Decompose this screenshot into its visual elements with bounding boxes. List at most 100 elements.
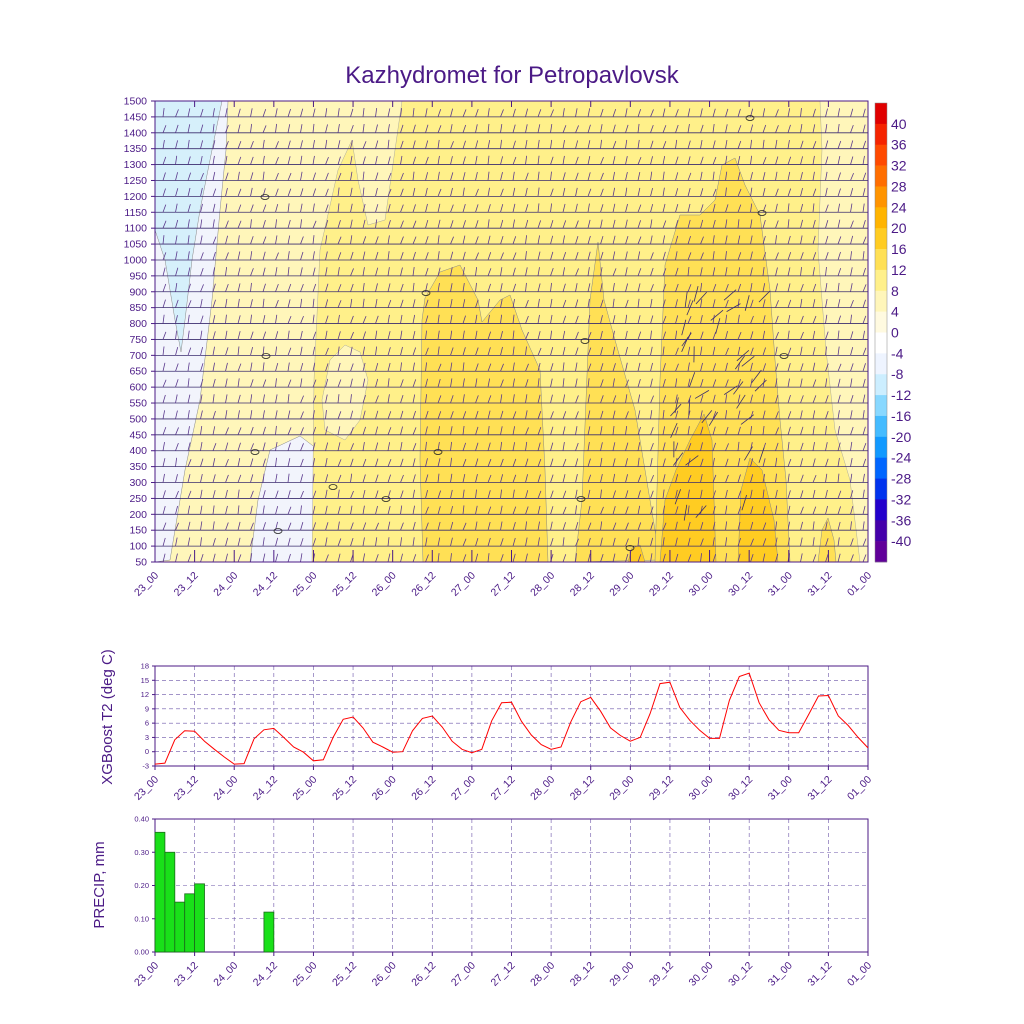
wind-barb — [175, 203, 178, 213]
wind-barb — [275, 123, 278, 133]
wind-barb — [850, 426, 854, 435]
wind-barb — [812, 140, 817, 149]
wind-barb — [375, 251, 379, 261]
wind-barb — [500, 283, 503, 292]
wind-barb — [450, 204, 454, 213]
wind-barb — [400, 553, 403, 562]
wind-barb — [462, 172, 466, 181]
wind-barb — [500, 109, 504, 118]
precip-x-tick-label: 24_00 — [211, 960, 240, 989]
wind-barb — [162, 188, 166, 197]
wind-barb — [312, 490, 317, 499]
wind-barb — [662, 299, 666, 308]
wind-barb — [787, 267, 791, 276]
wind-barb — [300, 474, 304, 483]
wind-barb — [837, 156, 841, 165]
wind-barb — [450, 395, 454, 404]
wind-barb — [812, 235, 816, 245]
wind-barb — [387, 139, 390, 149]
x-tick-label: 26_00 — [370, 570, 399, 599]
wind-barb — [825, 346, 827, 356]
colorbar-label: -24 — [891, 450, 911, 466]
wind-barb — [650, 426, 654, 435]
wind-barb — [375, 236, 379, 245]
wind-barb — [725, 521, 728, 531]
wind-barb — [412, 537, 415, 547]
x-tick-label: 25_12 — [330, 570, 359, 599]
wind-barb — [862, 521, 865, 531]
wind-barb — [812, 426, 815, 435]
t2-y-tick-label: 18 — [141, 662, 149, 671]
wind-barb — [537, 171, 540, 181]
wind-barb — [337, 474, 342, 483]
wind-barb — [425, 156, 429, 165]
wind-barb — [750, 489, 753, 499]
wind-barb — [800, 140, 804, 149]
wind-barb — [162, 108, 165, 117]
wind-barb — [475, 252, 479, 261]
wind-barb — [312, 314, 315, 324]
wind-barb — [712, 346, 716, 356]
wind-barb — [537, 298, 540, 308]
wind-barb — [612, 108, 617, 118]
wind-barb — [537, 458, 542, 467]
wind-barb — [450, 489, 453, 499]
wind-barb — [400, 220, 404, 229]
wind-barb — [675, 235, 679, 245]
wind-barb — [612, 537, 616, 547]
wind-barb — [750, 267, 753, 276]
wind-barb — [625, 362, 628, 372]
wind-barb — [612, 156, 616, 165]
wind-barb — [512, 140, 516, 149]
colorbar-swatch — [875, 103, 887, 125]
wind-barb — [675, 299, 678, 308]
wind-barb — [687, 172, 692, 181]
wind-barb — [237, 283, 241, 292]
precip-x-tick-label: 30_00 — [687, 960, 716, 989]
wind-barb — [175, 188, 179, 197]
wind-barb — [200, 426, 203, 435]
wind-barb — [287, 522, 292, 531]
wind-barb — [650, 298, 653, 308]
wind-barb — [587, 378, 590, 388]
wind-barb — [225, 283, 229, 292]
wind-barb — [387, 362, 391, 372]
wind-barb — [662, 505, 665, 515]
wind-barb — [325, 505, 328, 515]
wind-barb — [625, 330, 628, 340]
wind-barb — [337, 172, 342, 181]
wind-barb — [362, 331, 366, 340]
wind-barb — [312, 172, 316, 181]
wind-barb — [850, 314, 852, 324]
x-tick-label: 23_12 — [172, 570, 201, 599]
wind-barb — [625, 235, 629, 245]
wind-barb — [325, 442, 329, 451]
wind-barb — [687, 521, 691, 531]
wind-barb — [562, 330, 566, 340]
wind-barb — [475, 282, 477, 292]
wind-barb — [237, 331, 241, 340]
wind-barb — [387, 442, 391, 451]
wind-barb — [575, 299, 579, 308]
wind-barb — [575, 220, 579, 229]
wind-barb — [750, 251, 753, 261]
wind-barb — [587, 505, 591, 515]
wind-barb — [412, 427, 417, 435]
wind-barb — [400, 299, 404, 308]
wind-barb — [762, 553, 766, 562]
wind-barb — [312, 331, 317, 340]
wind-barb — [587, 108, 591, 117]
wind-barb — [237, 251, 241, 261]
wind-barb — [350, 315, 354, 324]
wind-barb — [687, 252, 692, 261]
wind-barb — [550, 521, 553, 531]
wind-barb — [300, 427, 304, 435]
wind-barb — [837, 426, 840, 435]
wind-barb — [175, 490, 179, 499]
t2-x-tick-label: 31_12 — [805, 774, 834, 803]
wind-barb — [725, 219, 728, 229]
wind-barb — [512, 362, 515, 372]
wind-barb — [237, 505, 240, 515]
wind-barb — [550, 394, 553, 404]
wind-barb — [350, 443, 354, 451]
